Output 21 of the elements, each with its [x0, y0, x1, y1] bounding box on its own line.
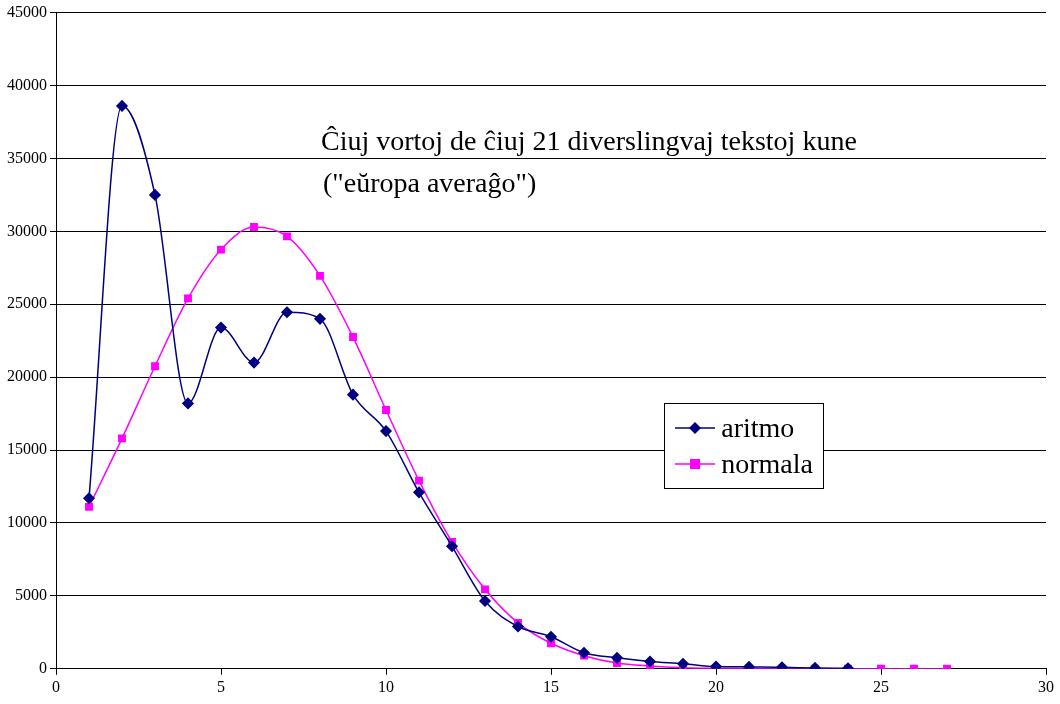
x-tick-label: 0 — [52, 677, 60, 695]
x-tick-label: 10 — [378, 677, 394, 695]
y-tick-label: 30000 — [7, 221, 47, 239]
y-tick-label: 5000 — [15, 586, 47, 604]
y-tick-label: 40000 — [7, 75, 47, 93]
x-tick-label: 5 — [217, 677, 225, 695]
y-tick-label: 45000 — [7, 2, 47, 20]
x-tick-label: 20 — [708, 677, 724, 695]
y-tick-label: 15000 — [7, 440, 47, 458]
x-tick-label: 25 — [873, 677, 889, 695]
legend-label: aritmo — [721, 412, 795, 444]
annotation: ("eŭropa averaĝo") — [323, 167, 537, 198]
y-tick-label: 35000 — [7, 148, 47, 166]
annotation: Ĉiuj vortoj de ĉiuj 21 diverslingvaj tekstoj kune — [321, 125, 857, 156]
y-tick-label: 0 — [39, 659, 47, 676]
y-tick-label: 25000 — [7, 294, 47, 312]
y-tick-label: 20000 — [7, 367, 47, 385]
legend-label: normala — [721, 448, 813, 480]
x-tick-label: 30 — [1038, 677, 1054, 695]
x-tick-label: 15 — [543, 677, 559, 695]
y-tick-label: 10000 — [7, 513, 47, 531]
